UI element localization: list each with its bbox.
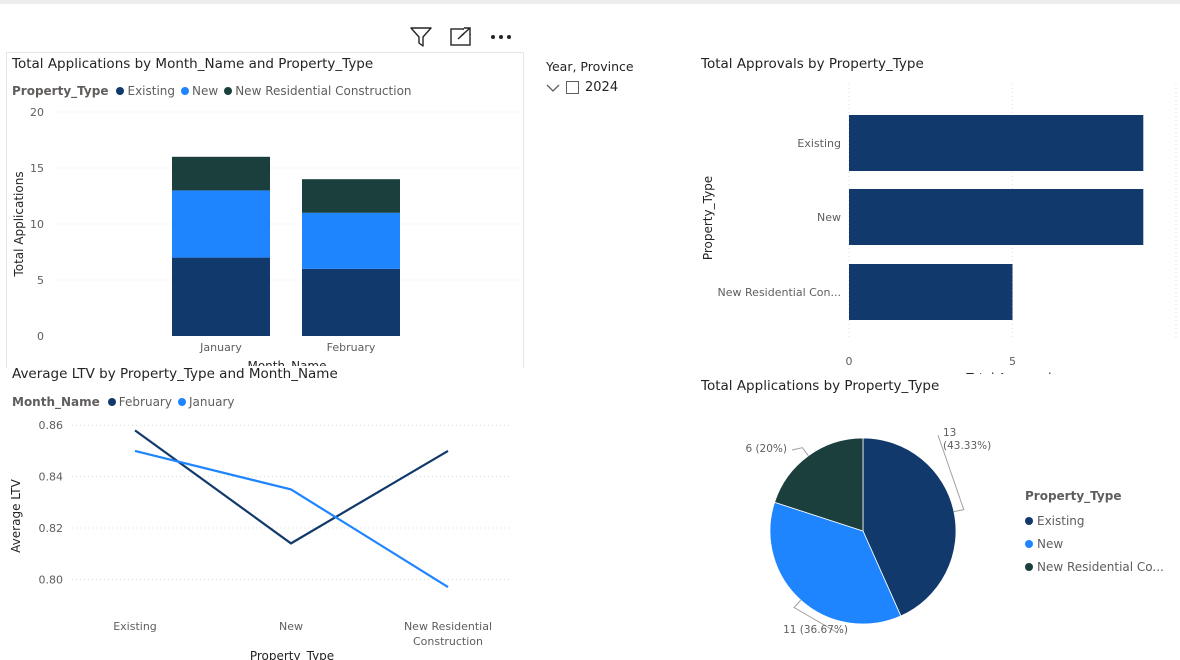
legend-dot: [116, 87, 125, 95]
pie-slice: [774, 437, 864, 532]
legend-item-february[interactable]: February: [106, 395, 172, 409]
y-tick-label: New: [817, 211, 841, 224]
y-tick-label: 0: [37, 330, 44, 343]
ltv-by-type-chart: 0.80 0.82 0.84 0.86 Existing New New Residenti…: [9, 419, 512, 660]
data-label: (43.33%): [943, 440, 991, 452]
y-axis-title: Total Applications: [12, 171, 26, 277]
chevron-down-icon[interactable]: [546, 81, 560, 95]
visual-border: [6, 52, 524, 368]
series-line: [134, 429, 449, 545]
x-tick-label: New Residential: [404, 620, 492, 633]
bar: [849, 189, 1144, 245]
series-line: [134, 449, 449, 588]
filter-icon[interactable]: [408, 24, 434, 50]
y-tick-label: New Residential Con...: [718, 286, 841, 299]
x-tick-label: February: [327, 341, 376, 354]
legend-item-january[interactable]: January: [176, 395, 234, 409]
data-label: 13: [943, 427, 956, 439]
leader-line: [793, 599, 839, 634]
legend-title: Month_Name: [12, 395, 100, 409]
legend-dot: [224, 87, 233, 95]
legend-applications-by-month: Property_Type Existing New New Residenti…: [12, 84, 416, 98]
focus-mode-icon[interactable]: [448, 24, 474, 50]
legend-applications-pie: Property_Type Existing New New Residenti…: [1025, 489, 1164, 578]
legend-dot: [1025, 539, 1033, 548]
legend-item-existing[interactable]: Existing: [1025, 509, 1164, 532]
x-tick-label: Construction: [413, 635, 483, 648]
top-border: [0, 0, 1180, 4]
x-tick-label: Existing: [113, 620, 157, 633]
leader-line: [791, 447, 809, 457]
chart-title-ltv-by-type: Average LTV by Property_Type and Month_N…: [12, 366, 338, 382]
x-axis-title: Property_Type: [250, 649, 334, 660]
legend-title: Property_Type: [1025, 489, 1122, 503]
y-tick-label: 10: [30, 218, 44, 231]
bar-segment: [302, 212, 400, 269]
x-tick-label: 0: [846, 355, 853, 368]
legend-dot: [107, 398, 116, 406]
bar: [849, 264, 1013, 320]
bar-segment: [302, 179, 400, 213]
bar-segment: [172, 257, 270, 336]
y-axis-title: Property_Type: [701, 176, 715, 260]
approvals-by-type-chart: 0 5 Existing New New Residential Con... Prope…: [701, 84, 1177, 374]
data-label: 11 (36.67%): [783, 624, 848, 636]
legend-dot: [181, 87, 190, 95]
legend-item-new[interactable]: New: [179, 84, 218, 98]
legend-item-new-residential[interactable]: New Residential Construction: [222, 84, 412, 98]
slicer-item-2024[interactable]: 2024: [546, 80, 618, 95]
legend-dot: [177, 398, 186, 406]
y-tick-label: Existing: [797, 137, 841, 150]
legend-dot: [1025, 562, 1033, 571]
bar-segment: [172, 190, 270, 258]
visual-header-toolbar: [408, 24, 514, 50]
y-tick-label: 0.86: [39, 419, 64, 432]
slicer-item-label: 2024: [585, 80, 619, 95]
chart-title-applications-pie: Total Applications by Property_Type: [701, 378, 940, 394]
y-axis-title: Average LTV: [9, 478, 23, 552]
y-tick-label: 0.80: [39, 573, 64, 586]
chart-title-approvals-by-type: Total Approvals by Property_Type: [701, 56, 924, 72]
chart-title-applications-by-month: Total Applications by Month_Name and Pro…: [12, 56, 374, 72]
y-tick-label: 0.84: [39, 471, 64, 484]
pie-slice: [769, 501, 902, 625]
more-options-icon[interactable]: [488, 24, 514, 50]
y-tick-label: 0.82: [39, 522, 64, 535]
bar-segment: [302, 268, 400, 336]
y-tick-label: 5: [37, 274, 44, 287]
x-tick-label: 5: [1009, 355, 1016, 368]
legend-item-new[interactable]: New: [1025, 532, 1164, 555]
leader-line: [937, 434, 965, 513]
applications-by-month-chart: 0 5 10 15 20 January February Total Application…: [12, 106, 522, 366]
data-label: 6 (20%): [745, 443, 787, 455]
legend-title: Property_Type: [12, 84, 109, 98]
slicer-title: Year, Province: [546, 59, 634, 74]
applications-pie-chart: 13(43.33%) 11 (36.67%) 6 (20%): [745, 427, 991, 636]
x-tick-label: January: [199, 341, 242, 354]
bar-segment: [172, 156, 270, 191]
applications-by-month-visual[interactable]: [6, 52, 524, 368]
slicer-checkbox[interactable]: [566, 81, 579, 94]
y-tick-label: 15: [30, 162, 44, 175]
legend-item-existing[interactable]: Existing: [114, 84, 175, 98]
legend-item-new-residential[interactable]: New Residential Co...: [1025, 555, 1164, 578]
bar: [849, 115, 1144, 171]
legend-ltv-by-type: Month_Name February January: [12, 395, 238, 409]
x-axis-title: Month_Name: [247, 359, 326, 366]
x-axis-title: Total Approvals: [965, 371, 1057, 374]
x-tick-label: New: [279, 620, 303, 633]
y-tick-label: 20: [30, 106, 44, 119]
legend-dot: [1025, 516, 1033, 525]
